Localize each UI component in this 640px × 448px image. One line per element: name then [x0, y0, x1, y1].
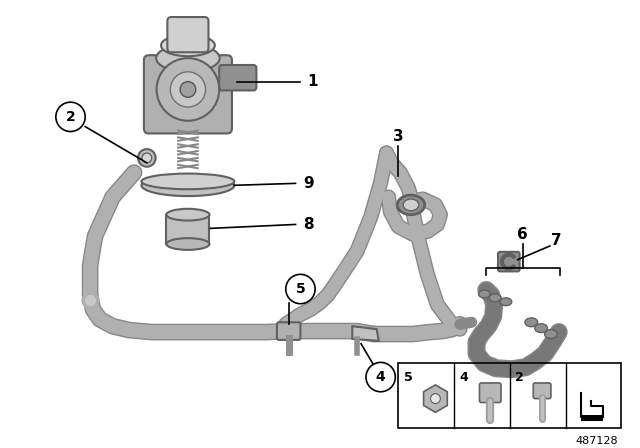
Text: 1: 1	[307, 74, 317, 89]
Ellipse shape	[156, 44, 220, 72]
Text: 9: 9	[303, 176, 314, 191]
Polygon shape	[352, 326, 379, 341]
Text: 6: 6	[517, 227, 528, 242]
Text: 2: 2	[515, 370, 524, 383]
Circle shape	[431, 394, 440, 404]
Circle shape	[142, 153, 152, 163]
FancyBboxPatch shape	[498, 252, 520, 271]
Text: 4: 4	[460, 370, 468, 383]
Ellipse shape	[500, 298, 512, 306]
FancyBboxPatch shape	[220, 65, 257, 90]
Text: 8: 8	[303, 217, 314, 232]
Text: 7: 7	[552, 233, 562, 248]
Text: 487128: 487128	[576, 436, 618, 446]
Ellipse shape	[403, 199, 419, 211]
FancyBboxPatch shape	[166, 215, 209, 244]
FancyBboxPatch shape	[144, 55, 232, 134]
Circle shape	[138, 149, 156, 167]
Circle shape	[180, 82, 196, 97]
Bar	[398, 363, 621, 428]
Text: 2: 2	[66, 110, 76, 124]
Text: 4: 4	[376, 370, 385, 384]
FancyBboxPatch shape	[479, 383, 501, 402]
Text: 5: 5	[404, 370, 412, 383]
FancyBboxPatch shape	[168, 17, 209, 52]
Circle shape	[157, 58, 220, 121]
Ellipse shape	[525, 318, 538, 327]
Circle shape	[56, 102, 85, 132]
Circle shape	[366, 362, 396, 392]
Text: 3: 3	[393, 129, 404, 144]
Ellipse shape	[397, 195, 425, 215]
Ellipse shape	[479, 290, 490, 298]
Circle shape	[285, 274, 315, 304]
Circle shape	[170, 72, 205, 107]
Text: 5: 5	[296, 282, 305, 296]
Bar	[581, 415, 603, 421]
Ellipse shape	[535, 324, 547, 332]
FancyBboxPatch shape	[277, 322, 300, 340]
Ellipse shape	[166, 209, 209, 220]
Ellipse shape	[545, 330, 557, 338]
Ellipse shape	[141, 175, 234, 196]
Ellipse shape	[141, 173, 234, 189]
Ellipse shape	[489, 294, 501, 302]
Ellipse shape	[166, 238, 209, 250]
FancyBboxPatch shape	[533, 383, 551, 399]
Ellipse shape	[161, 34, 215, 56]
